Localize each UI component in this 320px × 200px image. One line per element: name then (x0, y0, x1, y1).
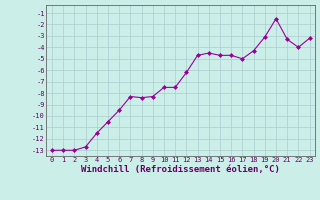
X-axis label: Windchill (Refroidissement éolien,°C): Windchill (Refroidissement éolien,°C) (81, 165, 280, 174)
